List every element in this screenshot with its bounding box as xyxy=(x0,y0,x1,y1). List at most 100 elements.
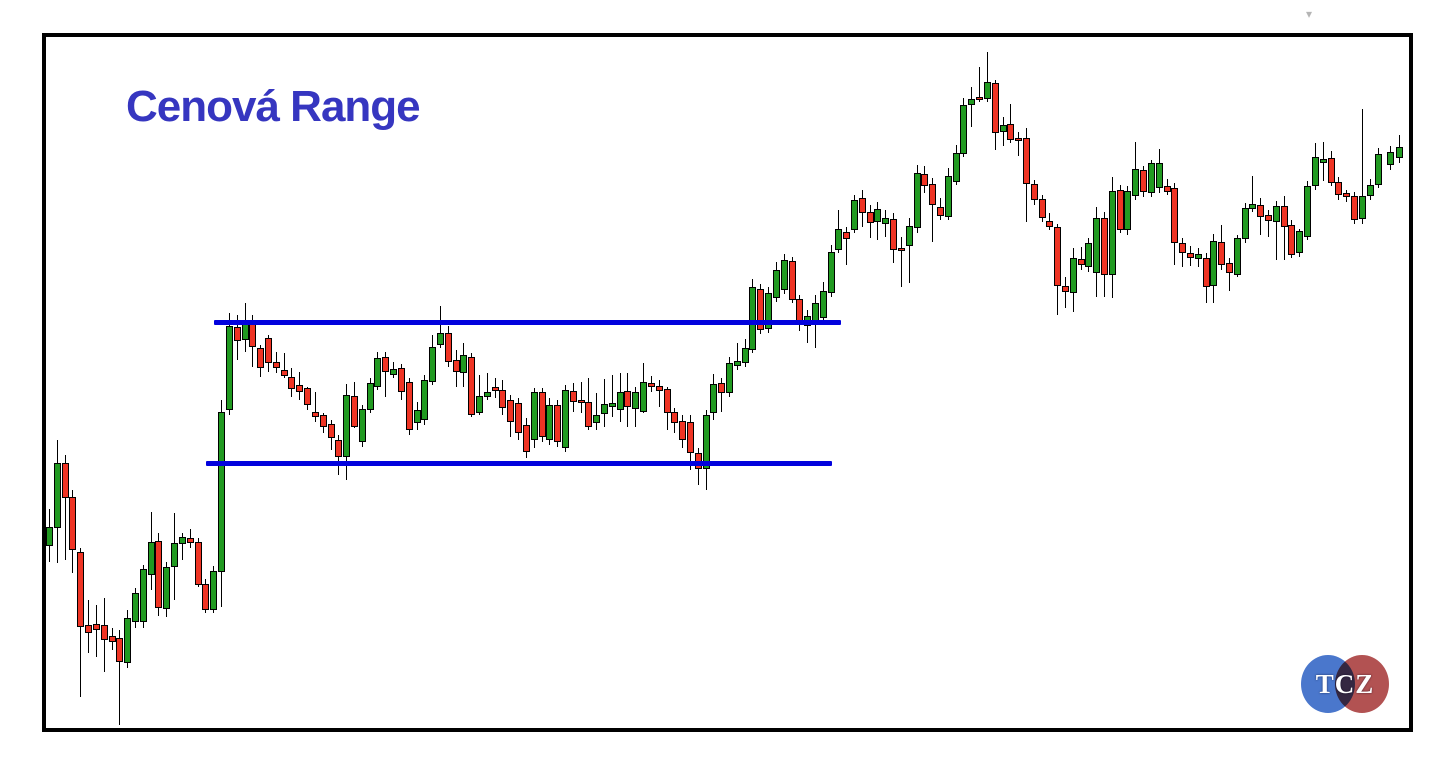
bear-candle xyxy=(1078,259,1085,265)
bull-candle xyxy=(953,153,960,182)
bear-candle xyxy=(234,327,241,341)
bull-candle xyxy=(460,355,467,373)
bull-candle xyxy=(726,363,733,393)
bull-candle xyxy=(1070,258,1077,293)
bear-candle xyxy=(1218,242,1225,265)
bull-candle xyxy=(210,571,217,610)
bear-candle xyxy=(1101,218,1108,275)
candle-wick xyxy=(987,52,988,102)
bear-candle xyxy=(468,357,475,415)
bull-candle xyxy=(218,412,225,572)
bull-candle xyxy=(874,209,881,222)
bear-candle xyxy=(867,212,874,223)
bear-candle xyxy=(843,232,850,239)
candle-wick xyxy=(1362,109,1363,224)
window-caret-icon[interactable]: ▾ xyxy=(1306,7,1313,21)
candle-wick xyxy=(182,533,183,560)
bull-candle xyxy=(593,415,600,423)
bear-candle xyxy=(1164,186,1171,192)
bull-candle xyxy=(124,618,131,663)
bull-candle xyxy=(359,409,366,442)
candle-wick xyxy=(1018,132,1019,156)
bear-candle xyxy=(195,542,202,585)
bear-candle xyxy=(992,83,999,133)
logo-text: TCZ xyxy=(1315,669,1375,699)
candle-wick xyxy=(659,380,660,407)
bull-candle xyxy=(140,569,147,622)
bull-candle xyxy=(851,200,858,230)
candle-wick xyxy=(1252,176,1253,212)
bull-candle xyxy=(609,403,616,407)
candle-wick xyxy=(846,227,847,265)
bull-candle xyxy=(914,173,921,228)
bear-candle xyxy=(109,636,116,642)
bear-candle xyxy=(1140,170,1147,192)
bull-candle xyxy=(242,323,249,340)
candle-wick xyxy=(1081,247,1082,270)
bear-candle xyxy=(77,552,84,627)
bear-candle xyxy=(687,422,694,453)
bear-candle xyxy=(1031,184,1038,200)
bear-candle xyxy=(155,541,162,608)
bull-candle xyxy=(390,369,397,375)
bull-candle xyxy=(1296,231,1303,253)
bull-candle xyxy=(742,348,749,363)
bear-candle xyxy=(1023,138,1030,184)
bull-candle xyxy=(601,404,608,414)
bull-candle xyxy=(1375,154,1382,185)
logo-red-circle-icon xyxy=(1335,655,1389,713)
bull-candle xyxy=(132,593,139,622)
bull-candle xyxy=(1132,169,1139,196)
bull-candle xyxy=(171,543,178,567)
bull-candle xyxy=(617,392,624,410)
bear-candle xyxy=(624,391,631,407)
bear-candle xyxy=(1117,190,1124,230)
candle-wick xyxy=(315,392,316,422)
bull-candle xyxy=(1273,206,1280,222)
candle-wick xyxy=(385,352,386,397)
candle-wick xyxy=(596,393,597,430)
bear-candle xyxy=(1265,215,1272,221)
bull-candle xyxy=(476,396,483,413)
candle-wick xyxy=(737,343,738,370)
bull-candle xyxy=(749,287,756,350)
bear-candle xyxy=(859,198,866,213)
bear-candle xyxy=(937,207,944,216)
bear-candle xyxy=(554,405,561,442)
bear-candle xyxy=(257,348,264,368)
candle-wick xyxy=(1268,210,1269,237)
bull-candle xyxy=(703,415,710,469)
bear-candle xyxy=(296,385,303,392)
bull-candle xyxy=(945,176,952,217)
bear-candle xyxy=(453,360,460,372)
bear-candle xyxy=(492,387,499,391)
bear-candle xyxy=(679,421,686,440)
bear-candle xyxy=(1288,225,1295,255)
bull-candle xyxy=(906,226,913,246)
bear-candle xyxy=(718,383,725,393)
bull-candle xyxy=(1093,218,1100,273)
bear-candle xyxy=(1343,193,1350,197)
bull-candle xyxy=(367,383,374,410)
bear-candle xyxy=(1257,205,1264,217)
candle-wick xyxy=(119,630,120,725)
bull-candle xyxy=(1195,254,1202,259)
bull-candle xyxy=(484,392,491,397)
bear-candle xyxy=(1039,199,1046,218)
candle-wick xyxy=(932,178,933,242)
candle-wick xyxy=(1284,196,1285,260)
bull-candle xyxy=(632,392,639,409)
bull-candle xyxy=(1124,191,1131,230)
bear-candle xyxy=(757,289,764,330)
bear-candle xyxy=(671,412,678,423)
bear-candle xyxy=(1203,258,1210,287)
bear-candle xyxy=(1281,206,1288,227)
candle-wick xyxy=(807,310,808,343)
bear-candle xyxy=(273,362,280,368)
bull-candle xyxy=(343,395,350,457)
candle-wick xyxy=(1065,277,1066,308)
bear-candle xyxy=(890,219,897,250)
bear-candle xyxy=(921,174,928,186)
bear-candle xyxy=(304,388,311,405)
